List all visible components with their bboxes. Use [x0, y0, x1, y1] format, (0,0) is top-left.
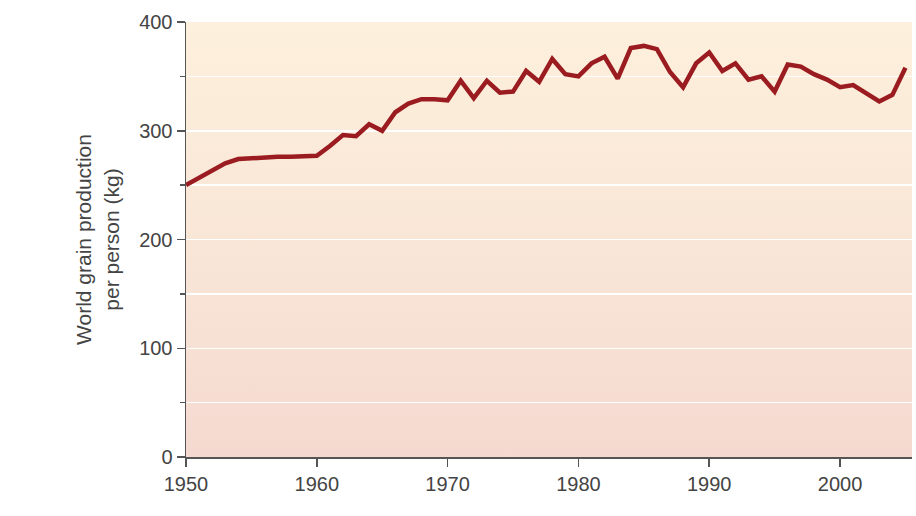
svg-text:300: 300: [139, 120, 172, 142]
svg-text:200: 200: [139, 229, 172, 251]
svg-text:World grain productionper pers: World grain productionper person (kg): [72, 134, 122, 345]
svg-text:100: 100: [139, 337, 172, 359]
svg-text:1990: 1990: [687, 473, 732, 495]
svg-text:1950: 1950: [164, 473, 209, 495]
svg-text:0: 0: [161, 446, 172, 468]
svg-text:400: 400: [139, 11, 172, 33]
svg-text:1970: 1970: [425, 473, 470, 495]
svg-text:1980: 1980: [556, 473, 601, 495]
svg-text:2000: 2000: [818, 473, 863, 495]
svg-text:1960: 1960: [295, 473, 340, 495]
